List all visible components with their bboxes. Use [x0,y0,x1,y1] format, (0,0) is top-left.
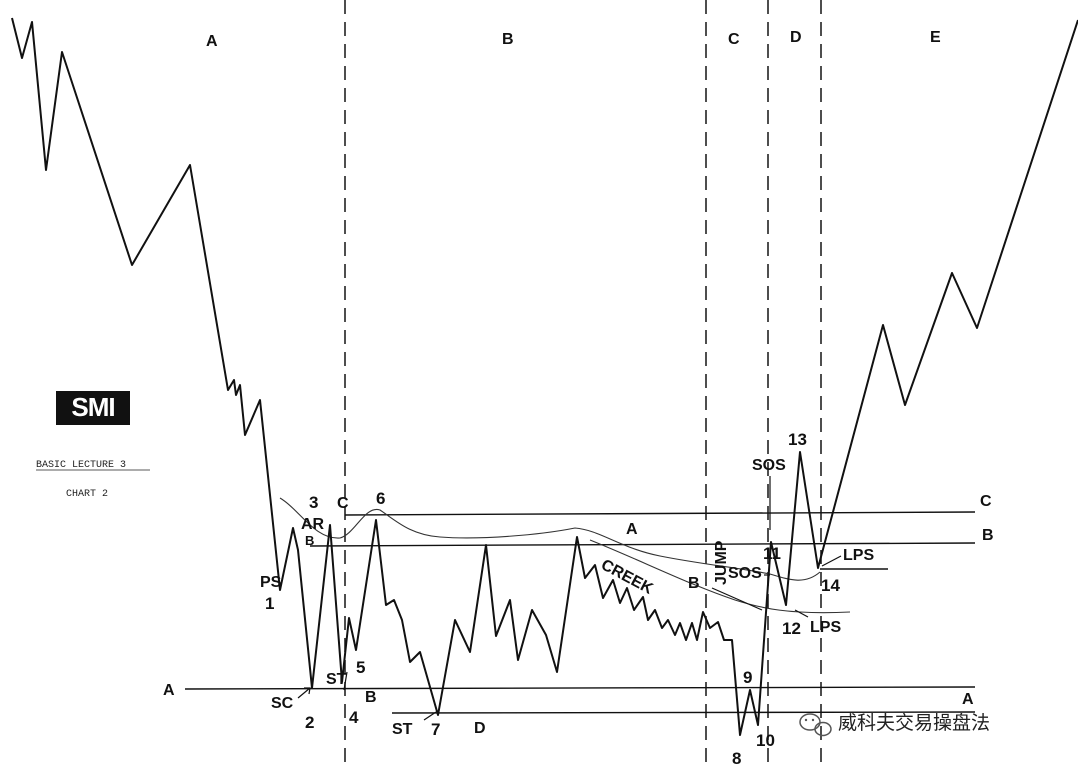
caption-chart: CHART 2 [66,489,108,500]
label-ps: PS [260,574,282,591]
label-sos-1: SOS [728,565,762,582]
label-sc: SC [271,695,294,712]
phase-label-b: B [502,31,514,48]
point-7: 7 [431,720,440,739]
line-label-a-right: A [962,691,974,708]
smi-logo-box [56,391,130,425]
label-lps-2: LPS [810,619,841,636]
phase-label-c: C [728,31,740,48]
line-label-c-left: C [337,495,349,512]
point-3: 3 [309,493,318,512]
arrow-creek-b [711,587,763,611]
point-14: 14 [821,576,840,595]
label-ar: AR [301,516,325,533]
line-label-c-right: C [980,493,992,510]
support-line-d [391,711,976,714]
line-label-b-right: B [982,527,994,544]
smi-logo: SMI [71,392,114,422]
label-lps-1: LPS [843,547,874,564]
label-sos-2: SOS [752,457,786,474]
line-label-b-left: B [305,533,314,548]
creek-label-a: A [626,521,638,538]
resistance-line-b [309,542,976,547]
point-1: 1 [265,594,274,613]
label-jump: JUMP [713,540,730,585]
phase-label-e: E [930,29,941,46]
line-label-a-left: A [163,682,175,699]
label-d-bottom: D [474,720,486,737]
point-5: 5 [356,658,365,677]
resistance-line-c [344,511,976,516]
label-b-left: B [365,689,377,706]
point-12: 12 [782,619,801,638]
point-13: 13 [788,430,807,449]
price-path [11,17,1078,736]
point-10: 10 [756,731,775,750]
point-11: 11 [763,544,781,563]
arrow-lps-2 [794,609,809,618]
wechat-icon [799,713,832,737]
arrow-sc [297,687,311,699]
point-2: 2 [305,713,314,732]
point-4: 4 [349,708,359,727]
label-st-2: ST [392,721,413,738]
phase-label-a: A [206,33,218,50]
point-8: 8 [732,749,741,768]
caption-lecture: BASIC LECTURE 3 [36,460,126,471]
point-6: 6 [376,489,385,508]
creek-curve [279,497,821,581]
support-line-a [184,686,976,690]
phase-label-d: D [790,29,802,46]
point-9: 9 [743,668,752,687]
arrow-lps-1 [821,555,842,567]
watermark-text: 威科夫交易操盘法 [838,712,990,734]
arrow-st2 [423,711,437,721]
creek-label-b: B [688,575,700,592]
label-st-1: ST [326,671,347,688]
arrow-st1 [343,671,348,691]
